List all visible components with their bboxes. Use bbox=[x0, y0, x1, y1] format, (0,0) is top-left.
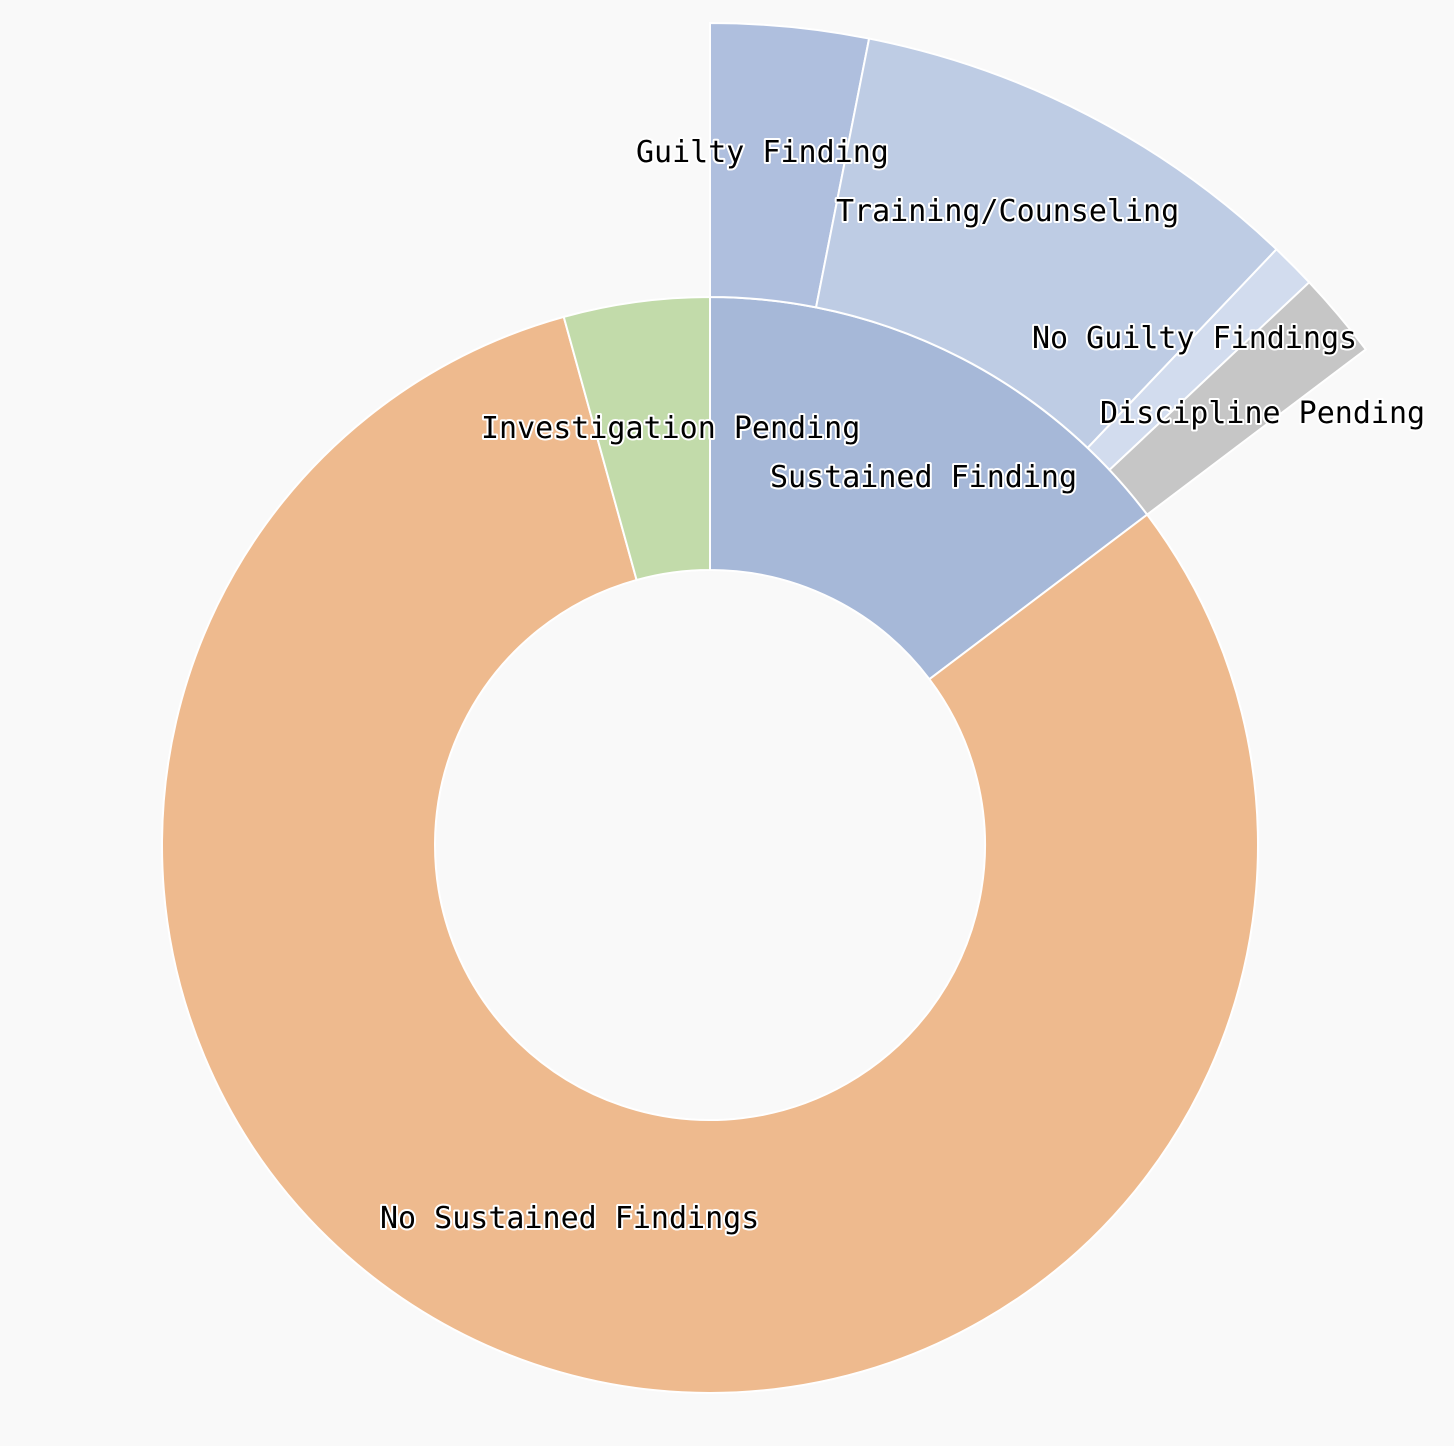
segment-investigation-pending[interactable] bbox=[562, 295, 711, 582]
label-no-sustained-findings: No Sustained Findings bbox=[380, 1201, 759, 1236]
sunburst-segments bbox=[161, 21, 1368, 1394]
label-training-counseling: Training/Counseling bbox=[836, 194, 1179, 229]
sunburst-labels: Sustained Finding Guilty Finding Training/… bbox=[378, 133, 1427, 1238]
label-no-guilty-findings: No Guilty Findings bbox=[1032, 321, 1357, 356]
segment-no-sustained-findings[interactable] bbox=[161, 315, 1259, 1394]
label-investigation-pending: Investigation Pending bbox=[481, 411, 860, 446]
label-discipline-pending: Discipline Pending bbox=[1100, 396, 1425, 431]
label-sustained-finding: Sustained Finding bbox=[770, 460, 1077, 495]
label-guilty-finding: Guilty Finding bbox=[636, 135, 889, 170]
